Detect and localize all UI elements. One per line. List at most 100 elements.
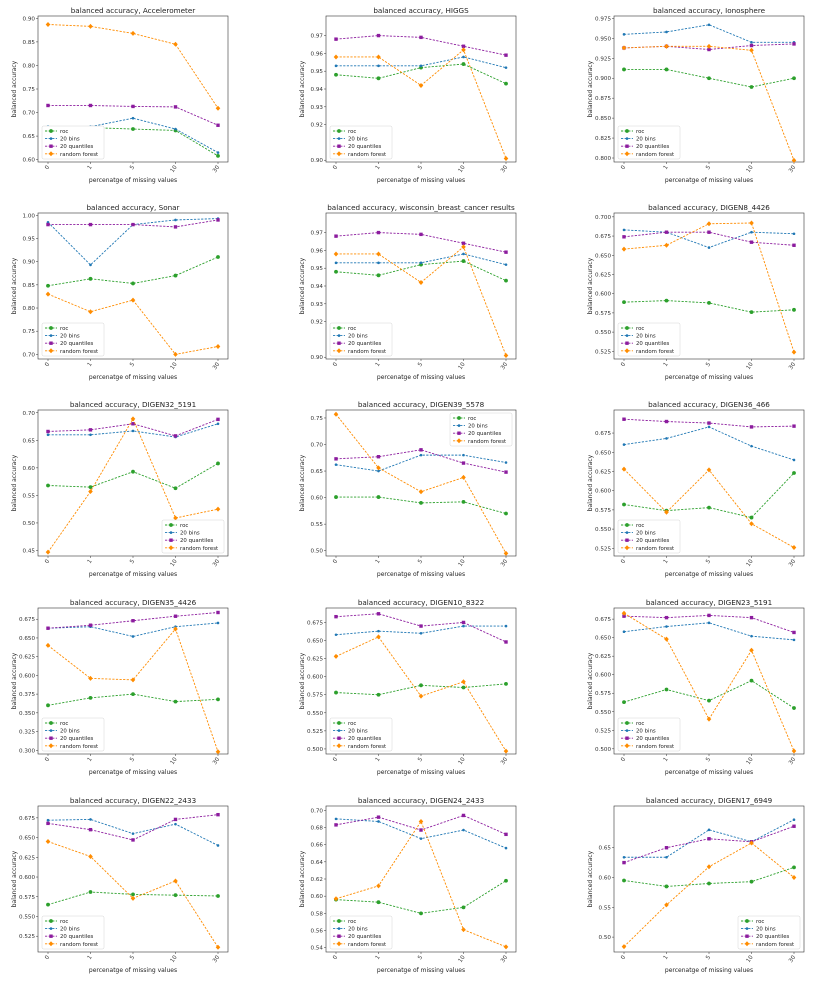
x-tick-label: 5: [417, 558, 424, 565]
y-tick-label: 0.60: [311, 496, 324, 502]
legend-label: 20 quantiles: [468, 431, 502, 437]
data-point: [376, 455, 381, 459]
data-point: [504, 66, 508, 69]
legend-label: roc: [60, 919, 68, 925]
legend-marker: [49, 919, 53, 923]
legend-marker: [625, 736, 629, 740]
y-axis-label: balanced accuracy: [299, 454, 306, 511]
legend-marker: [48, 941, 54, 947]
series-quantiles: [622, 230, 796, 247]
legend-label: random forest: [60, 152, 98, 158]
legend-marker: [49, 934, 53, 938]
data-point: [461, 461, 466, 465]
legend-label: random forest: [180, 546, 218, 552]
data-point: [88, 623, 93, 627]
y-tick-label: 0.96: [311, 51, 324, 57]
data-point: [749, 678, 754, 683]
data-point: [665, 30, 668, 34]
x-tick-label: 30: [500, 164, 509, 174]
data-point: [419, 64, 423, 68]
data-point: [665, 437, 668, 440]
series-roc: [46, 461, 220, 491]
legend-label: 20 quantiles: [636, 144, 670, 150]
data-point: [334, 72, 338, 77]
legend-marker: [337, 144, 341, 148]
y-tick-label: 0.875: [595, 96, 611, 102]
legend-label: 20 bins: [348, 334, 368, 340]
data-point: [664, 687, 669, 692]
data-point: [749, 220, 754, 226]
data-point: [461, 620, 466, 625]
data-point: [45, 21, 51, 27]
data-point: [749, 521, 754, 527]
data-point: [622, 443, 626, 446]
x-tick-label: 0: [44, 164, 51, 171]
x-tick-label: 5: [417, 756, 424, 763]
series-line: [47, 814, 219, 841]
legend-marker: [457, 431, 461, 435]
data-point: [131, 127, 135, 131]
series-line: [624, 819, 795, 858]
y-tick-label: 0.80: [23, 306, 36, 312]
x-tick-label: 10: [170, 164, 179, 174]
data-point: [216, 255, 220, 259]
data-point: [792, 630, 796, 635]
x-tick-label: 10: [170, 361, 179, 371]
series-roc: [622, 67, 796, 89]
data-point: [504, 278, 508, 283]
data-point: [504, 263, 508, 266]
legend-label: 20 bins: [636, 334, 656, 340]
data-point: [749, 615, 754, 620]
legend-marker: [337, 919, 341, 923]
data-point: [504, 878, 508, 883]
legend-label: random forest: [468, 439, 506, 445]
y-tick-label: 0.94: [311, 87, 324, 93]
series-line: [335, 880, 507, 914]
data-point: [749, 43, 754, 48]
series-quantiles: [46, 812, 220, 842]
data-point: [749, 85, 754, 89]
y-tick-label: 0.600: [595, 292, 611, 298]
legend-label: roc: [60, 326, 68, 332]
legend-label: random forest: [348, 152, 386, 158]
data-point: [664, 846, 669, 850]
x-tick-label: 30: [788, 954, 797, 964]
x-axis-label: percenatge of missing values: [377, 374, 465, 381]
data-point: [750, 230, 753, 234]
data-point: [131, 469, 135, 474]
data-point: [418, 693, 424, 699]
y-tick-label: 0.600: [19, 673, 35, 679]
y-tick-label: 0.70: [23, 352, 36, 358]
series-line: [336, 496, 507, 514]
data-point: [131, 116, 135, 120]
chart-panel-1: balanced accuracy, HIGGS 0.90 0.92 0.93 0.94…: [299, 6, 517, 184]
x-tick-label: 1: [375, 558, 382, 565]
data-point: [173, 225, 178, 229]
series-roc: [622, 298, 796, 315]
data-point: [621, 466, 627, 472]
y-tick-label: 0.50: [599, 935, 612, 941]
data-point: [333, 896, 339, 902]
chart-panel-7: balanced accuracy, DIGEN39_5578 0.50 0.55 0…: [299, 400, 517, 578]
legend-marker: [337, 934, 341, 938]
y-tick-label: 0.575: [19, 895, 35, 901]
chart-panel-2: balanced accuracy, Ionosphere 0.800 0.825 0…: [587, 6, 805, 184]
data-point: [418, 279, 424, 285]
x-tick-label: 5: [705, 954, 712, 961]
legend-marker: [625, 144, 629, 148]
legend-marker: [337, 334, 341, 337]
x-tick-label: 0: [332, 558, 339, 565]
data-point: [174, 127, 177, 131]
legend-marker: [336, 151, 342, 157]
y-tick-label: 0.625: [19, 655, 35, 661]
data-point: [664, 636, 669, 642]
data-point: [173, 273, 178, 278]
y-axis-label: balanced accuracy: [587, 850, 594, 907]
data-point: [216, 610, 220, 615]
data-point: [215, 343, 221, 349]
y-tick-label: 0.70: [311, 443, 324, 449]
x-tick-label: 10: [170, 756, 179, 766]
y-tick-label: 0.600: [307, 675, 323, 681]
